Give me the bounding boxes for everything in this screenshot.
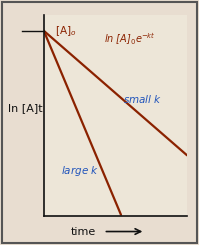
Text: ln [A]t: ln [A]t xyxy=(8,103,43,113)
Text: small $k$: small $k$ xyxy=(123,93,162,105)
Text: large $k$: large $k$ xyxy=(61,164,99,178)
Text: time: time xyxy=(71,227,96,236)
Text: [A]$_o$: [A]$_o$ xyxy=(55,24,77,38)
Text: ln [A]$_0$e$^{-kt}$: ln [A]$_0$e$^{-kt}$ xyxy=(104,31,156,47)
